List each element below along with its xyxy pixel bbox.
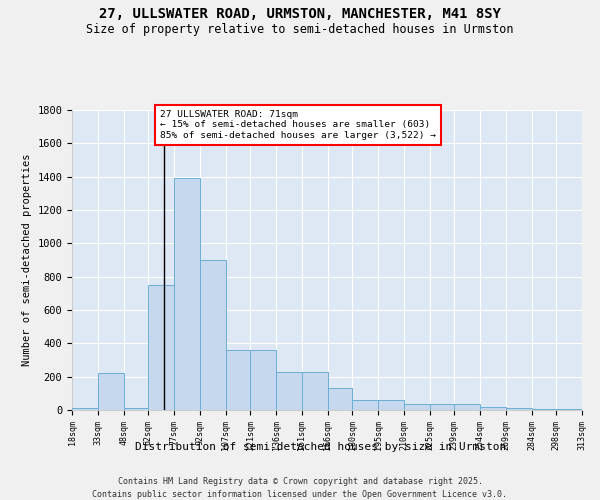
Bar — [404, 404, 430, 410]
Bar — [352, 400, 378, 410]
Bar — [200, 260, 226, 410]
Bar — [302, 372, 328, 410]
Text: Contains public sector information licensed under the Open Government Licence v3: Contains public sector information licen… — [92, 490, 508, 499]
Bar — [98, 372, 124, 410]
Bar — [174, 178, 200, 410]
Text: Contains HM Land Registry data © Crown copyright and database right 2025.: Contains HM Land Registry data © Crown c… — [118, 478, 482, 486]
Bar — [454, 404, 480, 410]
Bar — [532, 409, 556, 410]
Bar — [556, 409, 582, 410]
Bar — [276, 372, 302, 410]
Text: 27, ULLSWATER ROAD, URMSTON, MANCHESTER, M41 8SY: 27, ULLSWATER ROAD, URMSTON, MANCHESTER,… — [99, 8, 501, 22]
Text: Distribution of semi-detached houses by size in Urmston: Distribution of semi-detached houses by … — [136, 442, 506, 452]
Bar — [148, 285, 174, 410]
Y-axis label: Number of semi-detached properties: Number of semi-detached properties — [22, 154, 32, 366]
Bar — [480, 407, 506, 410]
Bar — [226, 350, 250, 410]
Bar — [250, 350, 276, 410]
Bar — [378, 400, 404, 410]
Bar — [124, 408, 148, 410]
Bar — [328, 388, 352, 410]
Bar — [72, 408, 98, 410]
Bar — [430, 404, 454, 410]
Text: Size of property relative to semi-detached houses in Urmston: Size of property relative to semi-detach… — [86, 22, 514, 36]
Bar — [506, 408, 532, 410]
Text: 27 ULLSWATER ROAD: 71sqm
← 15% of semi-detached houses are smaller (603)
85% of : 27 ULLSWATER ROAD: 71sqm ← 15% of semi-d… — [160, 110, 436, 140]
